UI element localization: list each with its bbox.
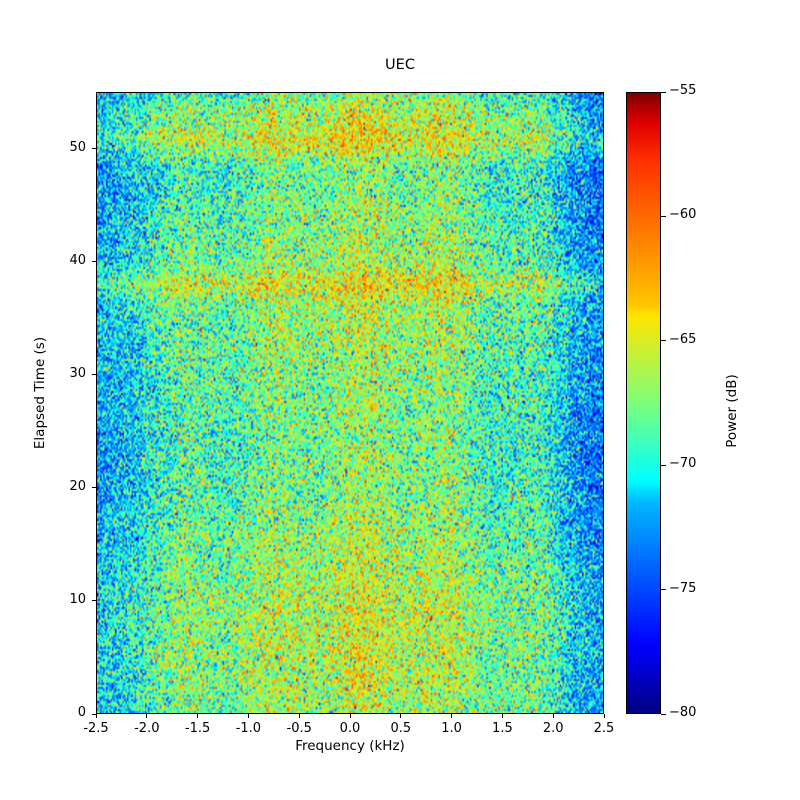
y-tick-label: 50 [69,139,86,155]
y-tick-mark [92,374,96,376]
x-tick-label: 0.0 [339,721,361,736]
y-tick-mark [92,487,96,489]
colorbar-tick-label: −75 [669,580,697,596]
x-axis-label: Frequency (kHz) [295,738,405,754]
x-tick-label: -1.5 [184,721,211,736]
y-tick-label: 10 [69,591,86,607]
x-tick-mark [95,714,97,718]
x-tick-label: 2.0 [542,721,564,736]
colorbar-tick-mark [661,340,666,342]
colorbar-tick-mark [661,464,666,466]
x-tick-mark [349,714,351,718]
colorbar-tick-label: −70 [669,456,697,472]
colorbar-label: Power (dB) [724,374,740,448]
y-tick-mark [92,713,96,715]
y-tick-label: 40 [69,252,86,268]
x-tick-label: -2.0 [134,721,160,736]
x-tick-mark [603,714,605,718]
colorbar[interactable] [626,92,661,714]
colorbar-tick-label: −55 [669,83,697,98]
spectrogram-image [97,93,603,713]
x-tick-label: 1.0 [441,721,462,736]
x-tick-label: 0.5 [390,721,412,736]
colorbar-tick-label: −60 [669,207,697,223]
x-tick-label: -1.0 [235,721,262,736]
y-tick-label: 0 [77,705,86,720]
colorbar-tick-mark [661,589,666,591]
y-tick-label: 20 [69,478,86,494]
spectrogram-plot-area[interactable] [96,92,604,714]
x-tick-mark [197,714,199,718]
y-axis-label: Elapsed Time (s) [32,336,48,450]
x-tick-label: -2.5 [83,721,109,736]
y-tick-mark [92,148,96,150]
x-tick-mark [501,714,503,718]
colorbar-tick-mark [661,215,666,217]
y-tick-mark [92,600,96,602]
x-tick-mark [298,714,300,718]
y-tick-mark [92,261,96,263]
x-tick-mark [400,714,402,718]
x-tick-label: 2.5 [593,721,615,736]
colorbar-gradient [627,93,660,713]
x-tick-label: -0.5 [286,721,312,736]
colorbar-tick-label: −65 [669,331,697,347]
x-tick-mark [451,714,453,718]
title-line-station: UEC [385,57,415,74]
x-tick-mark [247,714,249,718]
colorbar-tick-mark [661,713,666,715]
x-tick-label: 1.5 [492,721,513,736]
colorbar-tick-label: −80 [669,705,697,720]
x-tick-mark [146,714,148,718]
y-tick-label: 30 [69,365,86,381]
colorbar-tick-mark [661,91,666,93]
x-tick-mark [552,714,554,718]
